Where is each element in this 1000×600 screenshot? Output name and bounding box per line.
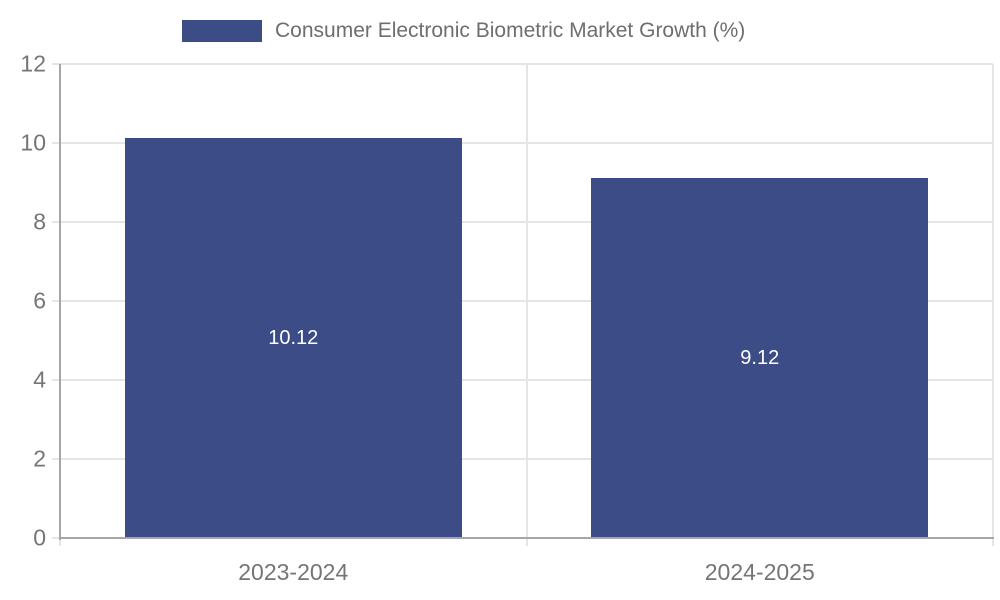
y-tick-mark — [52, 63, 60, 65]
y-tick-mark — [52, 537, 60, 539]
y-tick-label: 10 — [20, 129, 46, 156]
y-tick-mark — [52, 221, 60, 223]
y-tick-label: 12 — [20, 50, 46, 77]
plot-right-border — [992, 64, 994, 538]
y-tick-label: 2 — [33, 445, 46, 472]
x-tick-label: 2023-2024 — [238, 559, 349, 585]
legend-label: Consumer Electronic Biometric Market Gro… — [275, 19, 746, 42]
bar-value-label: 10.12 — [268, 327, 319, 350]
y-tick-mark — [52, 379, 60, 381]
x-tick-mark — [525, 538, 528, 546]
axis-line-y — [59, 64, 61, 540]
axis-line-x — [59, 537, 994, 539]
legend: Consumer Electronic Biometric Market Gro… — [182, 16, 745, 46]
y-tick-mark — [52, 458, 60, 460]
bar — [591, 177, 929, 538]
y-tick-mark — [52, 142, 60, 144]
y-tick-mark — [52, 300, 60, 302]
bar-value-label: 9.12 — [740, 346, 780, 369]
x-tick-mark — [992, 538, 994, 546]
y-tick-label: 4 — [33, 366, 46, 393]
y-tick-label: 8 — [33, 208, 46, 235]
x-tick-label: 2024-2025 — [704, 559, 815, 585]
legend-swatch — [182, 20, 262, 42]
y-tick-label: 0 — [33, 524, 46, 551]
y-tick-label: 6 — [33, 287, 46, 314]
gridline-vertical — [525, 64, 528, 538]
x-tick-mark — [59, 538, 61, 546]
bar — [124, 138, 462, 538]
